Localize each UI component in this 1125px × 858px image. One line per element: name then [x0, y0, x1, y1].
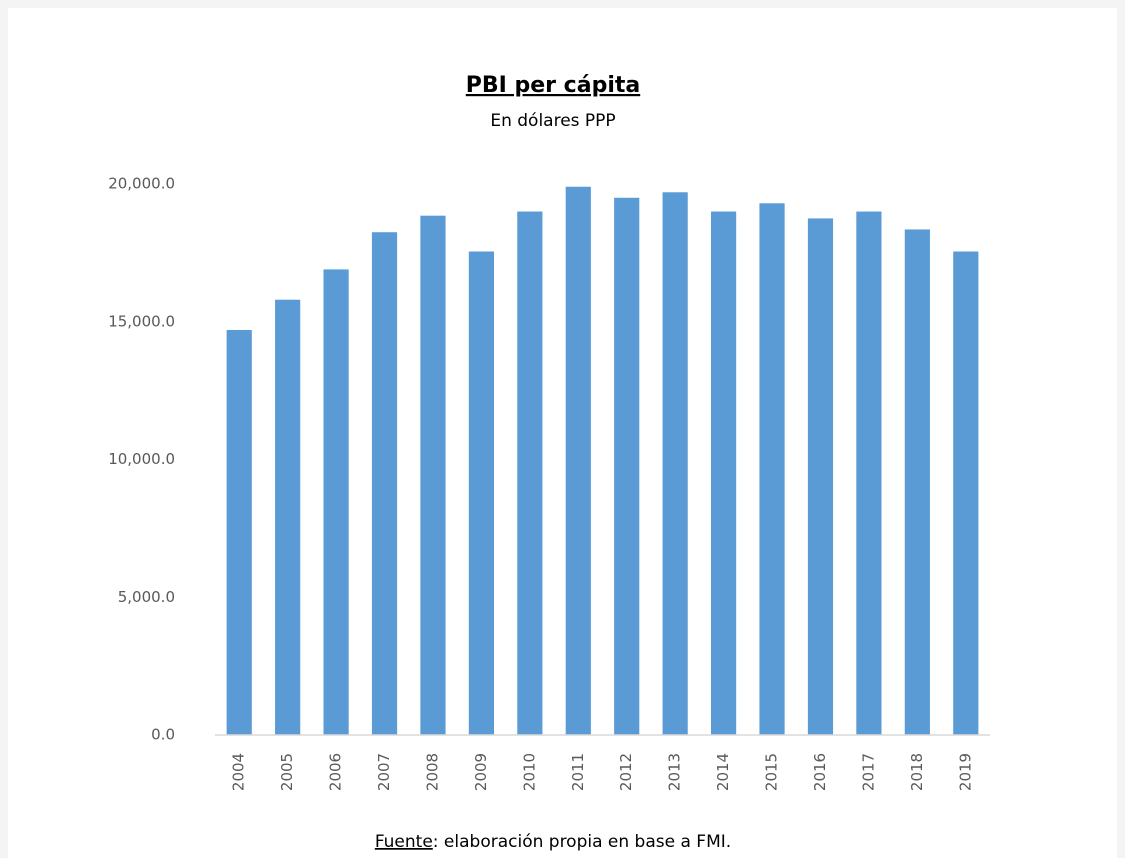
source-text: : elaboración propia en base a FMI.	[433, 832, 731, 852]
x-tick-label: 2015	[763, 753, 781, 791]
x-tick-label: 2018	[908, 753, 926, 791]
x-tick-label: 2004	[230, 753, 248, 791]
x-tick-label: 2008	[423, 753, 441, 791]
bar	[904, 229, 930, 735]
bar	[226, 330, 252, 735]
y-tick-label: 5,000.0	[118, 588, 175, 606]
x-tick-label: 2013	[666, 753, 684, 791]
chart-title: PBI per cápita	[466, 73, 640, 98]
y-tick-label: 15,000.0	[108, 312, 175, 330]
x-tick-label: 2009	[472, 753, 490, 791]
bar	[711, 211, 737, 736]
x-tick-label: 2019	[956, 753, 974, 791]
y-tick-label: 20,000.0	[108, 175, 175, 193]
x-tick-label: 2006	[327, 753, 345, 791]
bar	[275, 299, 301, 735]
y-tick-label: 10,000.0	[108, 450, 175, 468]
bar	[759, 203, 785, 735]
bar	[323, 269, 349, 735]
source-label: Fuente	[375, 832, 433, 852]
x-tick-label: 2017	[859, 753, 877, 791]
x-tick-label: 2016	[811, 753, 829, 791]
bar	[517, 211, 543, 736]
bar	[420, 215, 446, 735]
source-note: Fuente: elaboración propia en base a FMI…	[375, 832, 731, 852]
x-tick-label: 2005	[278, 753, 296, 791]
y-tick-label: 0.0	[151, 726, 175, 744]
chart-background	[8, 8, 1117, 858]
x-tick-label: 2012	[617, 753, 635, 791]
chart-subtitle: En dólares PPP	[490, 111, 615, 131]
x-tick-label: 2007	[375, 753, 393, 791]
x-tick-label: 2014	[714, 753, 732, 791]
bar	[856, 211, 882, 736]
x-tick-label: 2011	[569, 753, 587, 791]
bar	[953, 251, 979, 735]
bar	[371, 232, 398, 735]
bar	[614, 197, 640, 735]
bar	[807, 218, 834, 735]
x-tick-label: 2010	[520, 753, 538, 791]
bar	[662, 192, 688, 735]
bar	[468, 251, 494, 735]
bar	[565, 186, 591, 735]
